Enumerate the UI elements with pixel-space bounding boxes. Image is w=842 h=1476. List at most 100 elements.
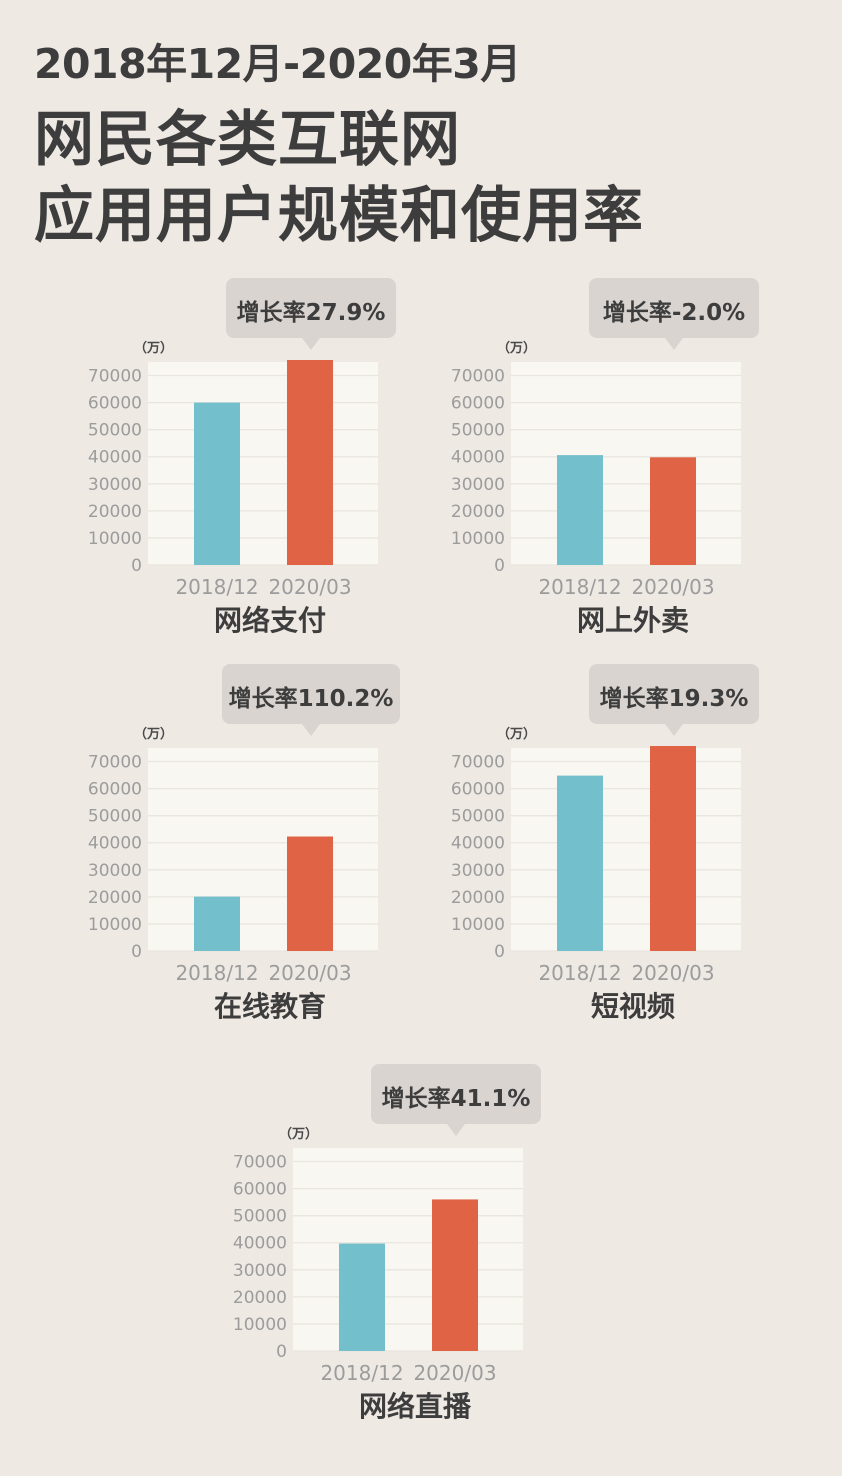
online-education-chart-title: 在线教育: [213, 990, 326, 1023]
growth-rate-label: 增长率41.1%: [382, 1085, 531, 1112]
online-payment-chart-title: 网络支付: [213, 604, 326, 637]
bar-2018-12: [557, 775, 603, 951]
bar-2018-12: [339, 1243, 385, 1351]
bar-2018-12: [557, 455, 603, 565]
unit-label: （万）: [134, 340, 173, 356]
page-header: 2018年12月-2020年3月 网民各类互联网 应用用户规模和使用率: [34, 40, 814, 254]
y-tick-label: 30000: [88, 861, 142, 881]
x-tick-label: 2020/03: [413, 1361, 496, 1385]
x-tick-label: 2020/03: [631, 961, 714, 985]
y-tick-label: 30000: [88, 475, 142, 495]
y-tick-label: 60000: [451, 394, 505, 414]
y-tick-label: 0: [276, 1342, 287, 1362]
food-delivery-chart: 增长率-2.0% （万） 0 10000 20000 30000 40000 50000 600…: [451, 278, 759, 599]
callout-bubble: [589, 664, 759, 724]
y-tick-label: 40000: [233, 1234, 287, 1254]
y-tick-label: 20000: [88, 502, 142, 522]
y-tick-label: 30000: [451, 861, 505, 881]
plot-area: [511, 748, 741, 951]
plot-area: [293, 1148, 523, 1351]
callout-pointer: [302, 724, 320, 736]
y-tick-label: 50000: [88, 421, 142, 441]
y-tick-label: 70000: [88, 753, 142, 773]
y-tick-label: 60000: [88, 780, 142, 800]
page-title-line-2: 应用用户规模和使用率: [34, 181, 644, 251]
short-video-chart: 增长率19.3% （万） 0 10000 20000 30000 40000 50000 600…: [451, 664, 759, 985]
y-tick-label: 20000: [88, 888, 142, 908]
callout-pointer: [665, 724, 683, 736]
bar-2020-03: [287, 360, 333, 565]
page-title-line-1: 网民各类互联网: [34, 105, 461, 175]
unit-label: （万）: [279, 1126, 318, 1142]
plot-area: [148, 362, 378, 565]
y-tick-label: 70000: [451, 753, 505, 773]
callout-bubble: [226, 278, 396, 338]
y-tick-label: 20000: [451, 888, 505, 908]
live-streaming-chart-title: 网络直播: [358, 1390, 471, 1423]
bar-2020-03: [432, 1199, 478, 1351]
food-delivery-chart-title: 网上外卖: [576, 604, 689, 637]
x-tick-label: 2020/03: [631, 575, 714, 599]
callout-pointer: [302, 338, 320, 350]
bar-2018-12: [194, 402, 240, 565]
y-tick-label: 50000: [88, 807, 142, 827]
growth-rate-label: 增长率19.3%: [600, 685, 749, 712]
callout-bubble: [222, 664, 400, 724]
online-payment-chart: 增长率27.9% （万） 0 10000 20000 30000 40000 50000 600…: [88, 278, 396, 599]
chart-card-short-video: 增长率19.3% （万） 0 10000 20000 30000 40000 50000 600…: [451, 662, 789, 1042]
y-tick-label: 70000: [451, 367, 505, 387]
chart-card-online-education: 增长率110.2% （万） 0 10000 20000 30000 40000 50000 60…: [88, 662, 426, 1042]
y-tick-label: 50000: [233, 1207, 287, 1227]
bar-2020-03: [650, 746, 696, 951]
unit-label: （万）: [497, 726, 536, 742]
y-tick-label: 10000: [88, 915, 142, 935]
x-tick-label: 2018/12: [538, 961, 621, 985]
y-tick-label: 60000: [88, 394, 142, 414]
live-streaming-chart: 增长率41.1% （万） 0 10000 20000 30000 40000 50000 600…: [233, 1064, 541, 1385]
y-tick-label: 40000: [88, 834, 142, 854]
callout-pointer: [447, 1124, 465, 1136]
online-education-chart: 增长率110.2% （万） 0 10000 20000 30000 40000 50000 60…: [88, 664, 400, 985]
unit-label: （万）: [497, 340, 536, 356]
y-tick-label: 10000: [233, 1315, 287, 1335]
y-tick-label: 10000: [451, 529, 505, 549]
callout-pointer: [665, 338, 683, 350]
x-tick-label: 2018/12: [175, 961, 258, 985]
short-video-chart-title: 短视频: [590, 990, 675, 1023]
x-tick-label: 2018/12: [538, 575, 621, 599]
bar-2018-12: [194, 896, 240, 951]
y-tick-label: 20000: [451, 502, 505, 522]
x-tick-label: 2018/12: [175, 575, 258, 599]
growth-rate-label: 增长率110.2%: [229, 685, 394, 712]
plot-area: [511, 362, 741, 565]
chart-card-online-payment: 增长率27.9% （万） 0 10000 20000 30000 40000 50000 600…: [88, 276, 426, 656]
chart-card-food-delivery: 增长率-2.0% （万） 0 10000 20000 30000 40000 50000 600…: [451, 276, 789, 656]
unit-label: （万）: [134, 726, 173, 742]
date-range-heading: 2018年12月-2020年3月: [34, 40, 521, 88]
x-tick-label: 2018/12: [320, 1361, 403, 1385]
y-tick-label: 0: [494, 942, 505, 962]
growth-rate-label: 增长率-2.0%: [603, 299, 745, 326]
y-tick-label: 70000: [233, 1153, 287, 1173]
y-tick-label: 50000: [451, 421, 505, 441]
callout-bubble: [589, 278, 759, 338]
y-tick-label: 20000: [233, 1288, 287, 1308]
y-tick-label: 0: [131, 556, 142, 576]
plot-area: [148, 748, 378, 951]
y-tick-label: 0: [494, 556, 505, 576]
bar-2020-03: [287, 836, 333, 951]
x-tick-label: 2020/03: [268, 961, 351, 985]
y-tick-label: 60000: [233, 1180, 287, 1200]
y-tick-label: 50000: [451, 807, 505, 827]
y-tick-label: 40000: [451, 448, 505, 468]
y-tick-label: 10000: [88, 529, 142, 549]
y-tick-label: 40000: [88, 448, 142, 468]
chart-card-live-streaming: 增长率41.1% （万） 0 10000 20000 30000 40000 50000 600…: [233, 1062, 571, 1442]
bar-2020-03: [650, 457, 696, 565]
y-tick-label: 0: [131, 942, 142, 962]
y-tick-label: 10000: [451, 915, 505, 935]
callout-bubble: [371, 1064, 541, 1124]
y-tick-label: 30000: [451, 475, 505, 495]
x-tick-label: 2020/03: [268, 575, 351, 599]
y-tick-label: 60000: [451, 780, 505, 800]
